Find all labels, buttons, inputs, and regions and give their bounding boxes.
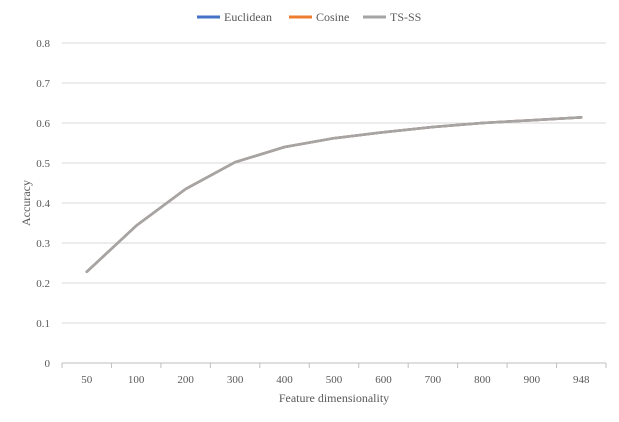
x-tick-label: 200 <box>177 374 194 386</box>
series-line-euclidean <box>85 116 583 274</box>
y-tick-label: 0.2 <box>36 278 50 290</box>
y-tick-label: 0.8 <box>36 38 50 50</box>
x-tick-label: 600 <box>375 374 392 386</box>
legend-label: TS-SS <box>390 10 421 24</box>
series-line-cosine <box>85 116 583 274</box>
series-lines <box>85 116 583 274</box>
legend-label: Cosine <box>316 10 349 24</box>
x-tick-label: 700 <box>425 374 442 386</box>
series-line-ts-ss <box>85 116 583 274</box>
y-tick-label: 0.4 <box>36 198 50 210</box>
y-tick-label: 0 <box>45 358 51 370</box>
x-axis-title: Feature dimensionality <box>279 391 389 405</box>
gridlines <box>62 42 606 324</box>
x-tick-label: 500 <box>326 374 343 386</box>
x-tick-label: 400 <box>276 374 293 386</box>
y-axis-ticks: 0 0.1 0.2 0.3 0.4 0.5 0.6 0.7 0.8 <box>36 38 50 370</box>
x-tick-label: 50 <box>81 374 93 386</box>
x-tick-label: 800 <box>474 374 491 386</box>
x-tick-label: 948 <box>573 374 590 386</box>
y-tick-label: 0.5 <box>36 158 50 170</box>
x-axis <box>61 362 607 368</box>
x-tick-label: 300 <box>227 374 244 386</box>
y-tick-label: 0.7 <box>36 78 50 90</box>
x-tick-label: 900 <box>524 374 541 386</box>
x-axis-ticks: 50 100 200 300 400 500 600 700 800 900 948 <box>81 374 590 386</box>
y-tick-label: 0.1 <box>36 318 50 330</box>
y-tick-label: 0.6 <box>36 118 50 130</box>
legend: Euclidean Cosine TS-SS <box>197 10 421 24</box>
y-tick-label: 0.3 <box>36 238 50 250</box>
y-axis-title: Accuracy <box>19 180 33 226</box>
x-tick-label: 100 <box>128 374 145 386</box>
legend-label: Euclidean <box>224 10 272 24</box>
